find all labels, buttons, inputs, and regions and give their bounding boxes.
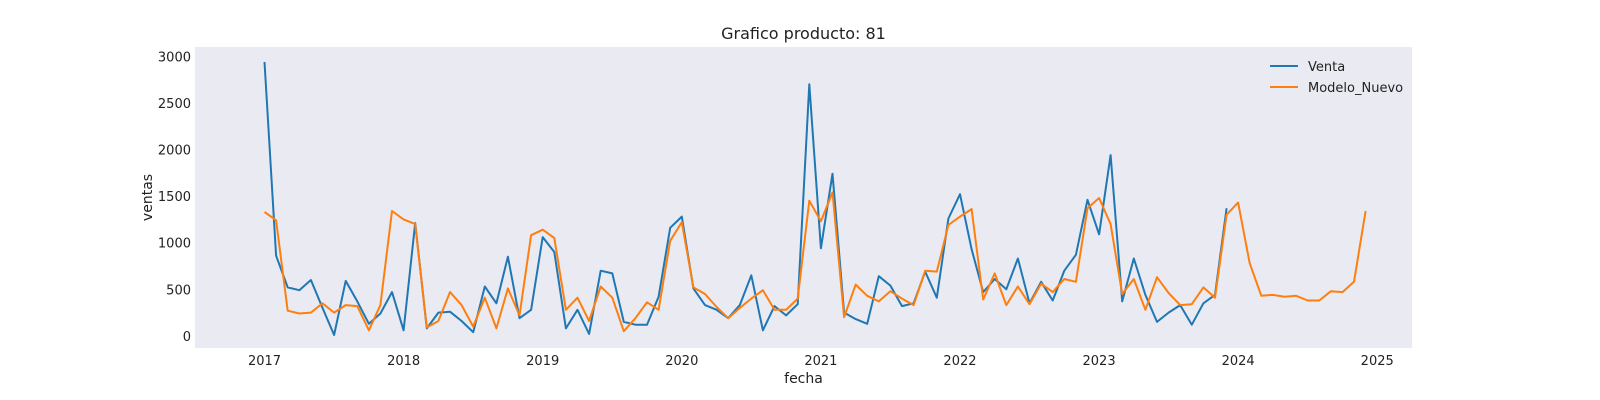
x-tick-label: 2025	[1361, 354, 1394, 369]
x-tick-label: 2019	[526, 354, 559, 369]
x-tick-label: 2023	[1083, 354, 1116, 369]
x-axis-ticks: 2017 2018 2019 2020 2021 2022 2023 2024 2025	[248, 354, 1394, 369]
y-tick-label: 1500	[158, 190, 191, 205]
y-axis-ticks: 0 500 1000 1500 2000 2500 3000	[158, 50, 191, 345]
legend-label-modelo-nuevo: Modelo_Nuevo	[1308, 81, 1403, 96]
y-tick-label: 3000	[158, 50, 191, 65]
y-axis-label: ventas	[140, 174, 156, 221]
x-tick-label: 2020	[665, 354, 698, 369]
legend-label-venta: Venta	[1308, 60, 1345, 75]
x-tick-label: 2018	[387, 354, 420, 369]
legend: Venta Modelo_Nuevo	[1270, 60, 1403, 96]
x-tick-label: 2024	[1222, 354, 1255, 369]
x-axis-label: fecha	[784, 371, 823, 387]
y-tick-label: 2500	[158, 97, 191, 112]
series-line-modelo-nuevo	[263, 191, 1367, 333]
chart-title: Grafico producto: 81	[721, 24, 886, 43]
y-tick-label: 2000	[158, 144, 191, 159]
x-tick-label: 2021	[804, 354, 837, 369]
series-layer	[263, 61, 1367, 336]
y-tick-label: 0	[183, 330, 191, 345]
y-tick-label: 1000	[158, 237, 191, 252]
x-tick-label: 2022	[943, 354, 976, 369]
y-tick-label: 500	[166, 283, 191, 298]
x-tick-label: 2017	[248, 354, 281, 369]
